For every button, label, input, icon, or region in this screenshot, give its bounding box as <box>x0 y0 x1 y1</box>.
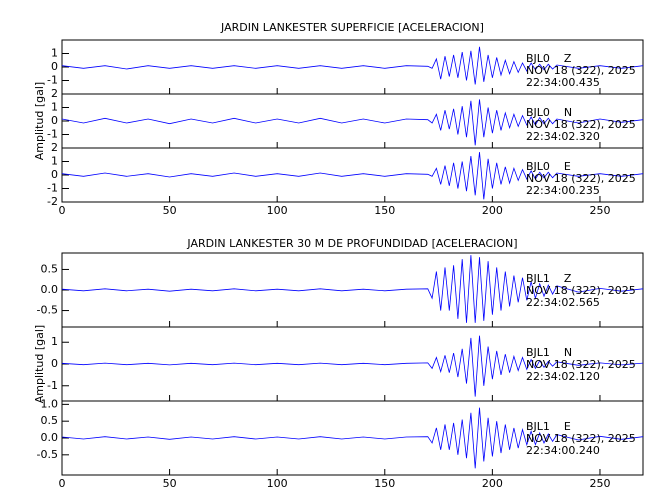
x-tick-label: 150 <box>374 204 395 217</box>
station-label: 22:34:00.240 <box>526 444 600 457</box>
y-tick-label: 0 <box>51 60 58 73</box>
station-label: NOV 18 (322), 2025 <box>526 118 636 131</box>
chart-title: JARDIN LANKESTER 30 M DE PROFUNDIDAD [AC… <box>186 237 517 250</box>
station-label: 22:34:02.320 <box>526 130 600 143</box>
station-label: NOV 18 (322), 2025 <box>526 358 636 371</box>
y-tick-label: -1 <box>47 74 58 87</box>
station-label: NOV 18 (322), 2025 <box>526 432 636 445</box>
waveform <box>61 407 644 469</box>
x-tick-label: 50 <box>163 477 177 490</box>
chart-title: JARDIN LANKESTER SUPERFICIE [ACELERACION… <box>220 21 484 34</box>
station-label: BJL1 E <box>526 420 571 433</box>
station-label: NOV 18 (322), 2025 <box>526 172 636 185</box>
y-tick-label: 1 <box>51 335 58 348</box>
y-tick-label: 1.0 <box>41 397 59 410</box>
y-tick-label: 0 <box>51 168 58 181</box>
station-label: BJL0 N <box>526 106 572 119</box>
y-tick-label: -2 <box>47 195 58 208</box>
x-tick-label: 250 <box>589 477 610 490</box>
waveform <box>61 255 644 323</box>
y-tick-label: 0 <box>51 114 58 127</box>
station-label: 22:34:02.565 <box>526 296 600 309</box>
y-tick-label: 1 <box>51 101 58 114</box>
y-tick-label: 1 <box>51 47 58 60</box>
x-tick-label: 150 <box>374 477 395 490</box>
y-tick-label: -0.5 <box>37 448 58 461</box>
x-tick-label: 0 <box>59 477 66 490</box>
station-label: NOV 18 (322), 2025 <box>526 64 636 77</box>
station-label: 22:34:00.435 <box>526 76 600 89</box>
y-axis-label: Amplitud [gal] <box>33 82 46 160</box>
x-tick-label: 0 <box>59 204 66 217</box>
y-tick-label: 2 <box>51 87 58 100</box>
y-tick-label: -0.5 <box>37 304 58 317</box>
x-tick-label: 100 <box>267 477 288 490</box>
y-tick-label: 2 <box>51 141 58 154</box>
y-tick-label: 0.0 <box>41 283 59 296</box>
station-label: 22:34:00.235 <box>526 184 600 197</box>
x-tick-label: 250 <box>589 204 610 217</box>
y-tick-label: -1 <box>47 379 58 392</box>
x-tick-label: 200 <box>482 204 503 217</box>
y-tick-label: -1 <box>47 128 58 141</box>
station-label: BJL0 Z <box>526 52 572 65</box>
y-tick-label: 0.5 <box>41 262 59 275</box>
y-tick-label: 0.5 <box>41 414 59 427</box>
x-tick-label: 50 <box>163 204 177 217</box>
x-tick-label: 100 <box>267 204 288 217</box>
y-tick-label: 0 <box>51 357 58 370</box>
waveform <box>61 152 644 200</box>
station-label: BJL1 N <box>526 346 572 359</box>
y-tick-label: 1 <box>51 155 58 168</box>
y-tick-label: -1 <box>47 182 58 195</box>
station-label: BJL0 E <box>526 160 571 173</box>
waveform <box>61 335 644 397</box>
station-label: NOV 18 (322), 2025 <box>526 284 636 297</box>
waveform <box>61 46 644 85</box>
y-axis-label: Amplitud [gal] <box>33 325 46 403</box>
x-tick-label: 200 <box>482 477 503 490</box>
waveform <box>61 99 644 146</box>
station-label: BJL1 Z <box>526 272 572 285</box>
station-label: 22:34:02.120 <box>526 370 600 383</box>
y-tick-label: 0.0 <box>41 431 59 444</box>
